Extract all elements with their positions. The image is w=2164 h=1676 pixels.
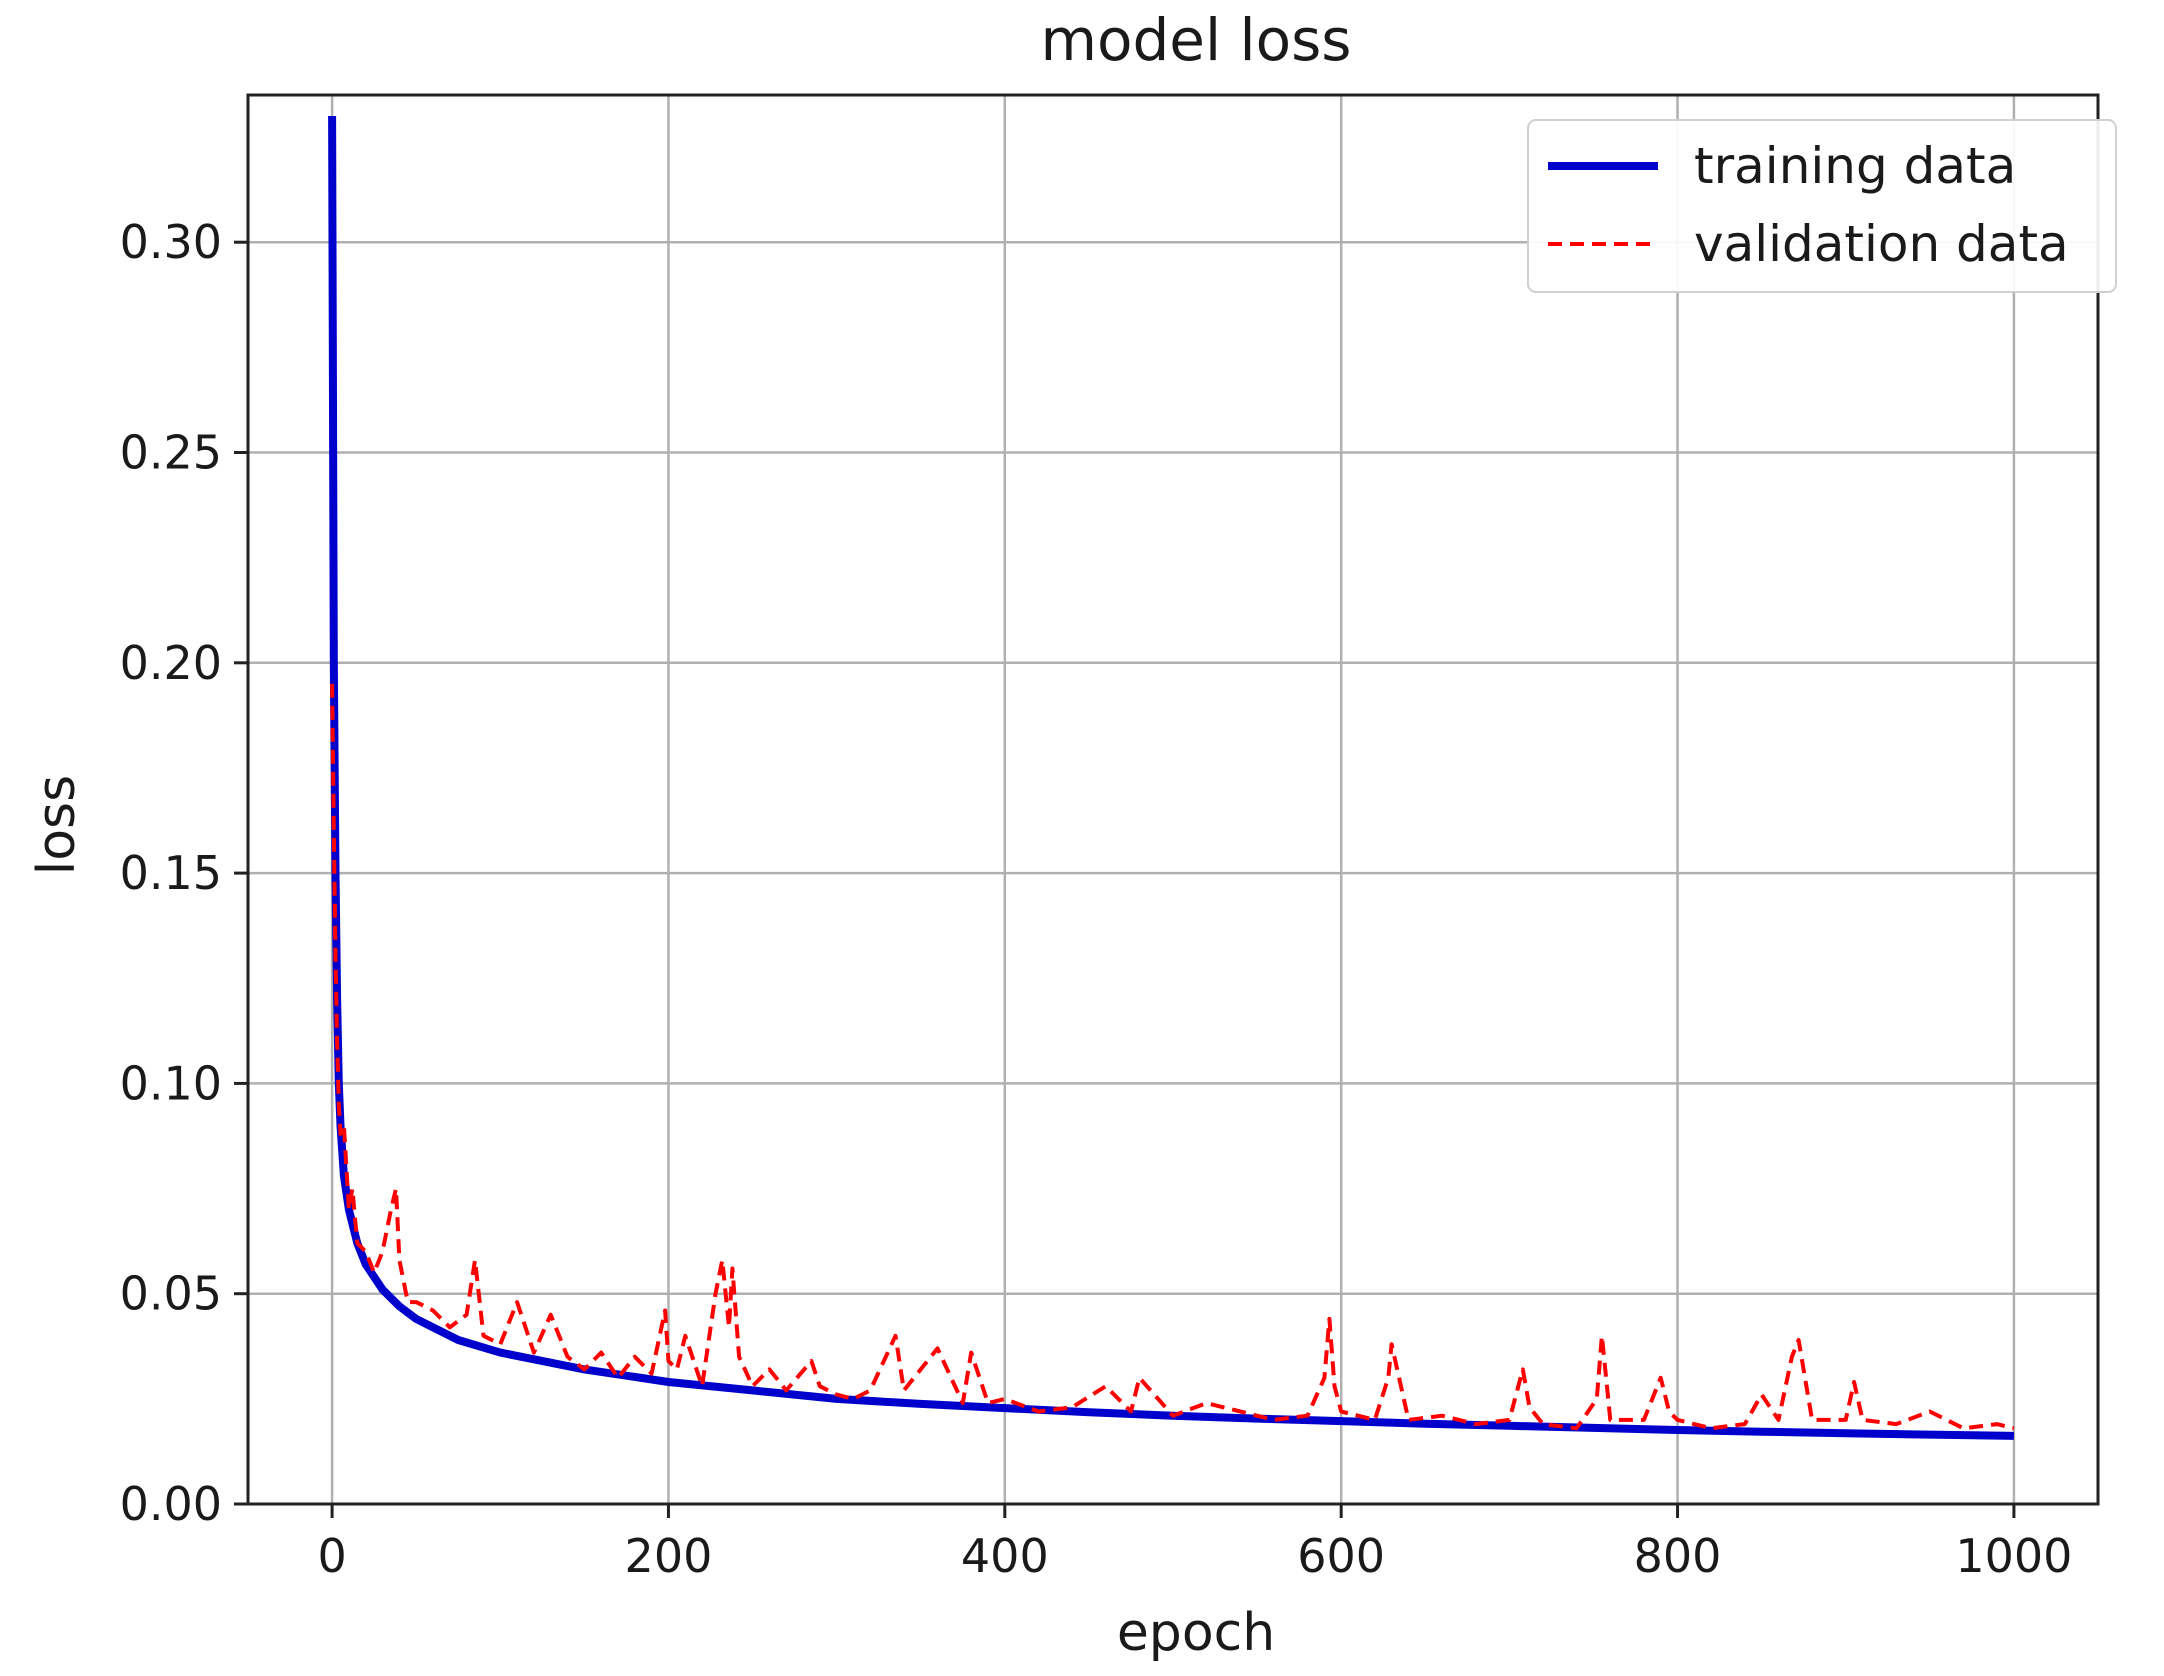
y-tick-label-2: 0.10	[120, 1056, 222, 1110]
y-tick-label-6: 0.30	[120, 215, 222, 269]
y-tick-label-1: 0.05	[120, 1267, 222, 1321]
tick-layer: 0 200 400 600 800 1000 0.00 0.05 0.10 0.15 0.20 0.2…	[120, 215, 2073, 1583]
legend-label-training: training data	[1694, 137, 2016, 195]
y-axis-label: loss	[27, 775, 87, 875]
chart-title: model loss	[1040, 6, 1351, 74]
y-tick-label-4: 0.20	[120, 636, 222, 690]
x-tick-label-1: 200	[625, 1529, 713, 1583]
series-line-training	[328, 115, 2014, 1440]
y-tick-label-5: 0.25	[120, 426, 222, 480]
x-tick-label-2: 400	[961, 1529, 1049, 1583]
x-tick-label-4: 800	[1634, 1529, 1722, 1583]
x-axis-label: epoch	[1117, 1603, 1275, 1663]
y-tick-label-0: 0.00	[120, 1477, 222, 1531]
frame-layer	[246, 93, 2100, 1506]
series-line-validation	[330, 683, 2015, 1431]
y-tick-label-3: 0.15	[120, 846, 222, 900]
plot-frame	[246, 93, 2100, 1506]
x-tick-label-3: 600	[1297, 1529, 1385, 1583]
x-tick-label-5: 1000	[1955, 1529, 2072, 1583]
series-layer	[328, 115, 2015, 1440]
legend: training data validation data	[1527, 119, 2117, 293]
x-tick-label-0: 0	[317, 1529, 346, 1583]
grid-layer	[248, 95, 2098, 1506]
legend-label-validation: validation data	[1694, 215, 2069, 273]
legend-box	[1527, 119, 2117, 293]
